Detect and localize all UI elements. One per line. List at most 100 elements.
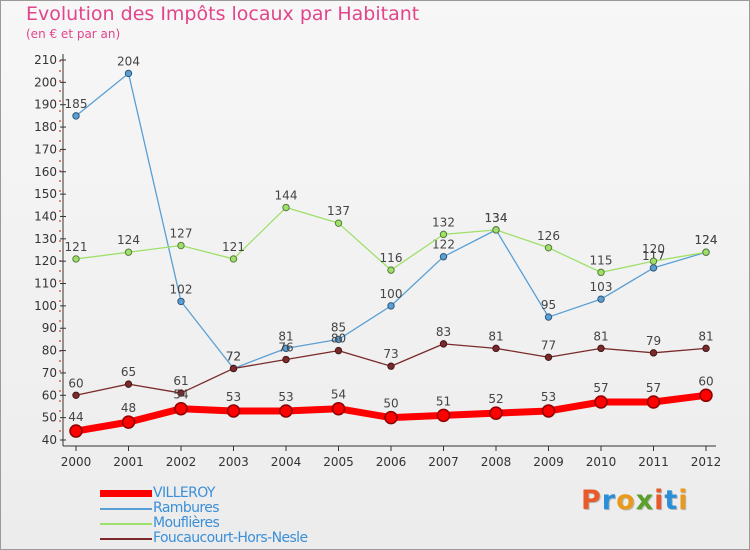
data-label-villeroy: 48 bbox=[121, 401, 136, 415]
data-point-villeroy bbox=[174, 401, 188, 416]
data-label-villeroy: 54 bbox=[173, 388, 188, 402]
data-label-villeroy: 53 bbox=[541, 390, 556, 404]
data-label-foucaucourt-hors-nesle: 72 bbox=[226, 349, 241, 363]
data-point-moufli-res bbox=[439, 230, 448, 239]
y-tick-label: 50 bbox=[42, 411, 57, 425]
logo-letter: o bbox=[616, 485, 636, 516]
logo-letter: i bbox=[678, 485, 689, 516]
data-point-moufli-res bbox=[597, 268, 605, 277]
data-point-moufli-res bbox=[544, 244, 553, 252]
data-label-moufli-res: 116 bbox=[380, 251, 403, 265]
data-label-moufli-res: 115 bbox=[590, 253, 613, 267]
data-point-foucaucourt-hors-nesle bbox=[544, 353, 553, 361]
data-point-rambures bbox=[177, 297, 185, 306]
data-label-moufli-res: 120 bbox=[642, 242, 665, 256]
data-label-foucaucourt-hors-nesle: 73 bbox=[383, 347, 398, 361]
data-label-foucaucourt-hors-nesle: 81 bbox=[593, 329, 608, 343]
data-label-moufli-res: 124 bbox=[117, 233, 140, 247]
data-point-foucaucourt-hors-nesle bbox=[124, 380, 133, 388]
data-label-foucaucourt-hors-nesle: 60 bbox=[68, 376, 83, 390]
data-label-villeroy: 53 bbox=[226, 390, 241, 404]
data-point-villeroy bbox=[489, 406, 503, 420]
x-tick-label: 2003 bbox=[218, 455, 249, 469]
x-tick-label: 2002 bbox=[166, 455, 197, 469]
x-tick-label: 2007 bbox=[428, 455, 459, 469]
data-label-rambures: 100 bbox=[380, 287, 403, 301]
data-label-villeroy: 57 bbox=[593, 381, 608, 395]
x-tick-label: 2010 bbox=[586, 455, 617, 469]
legend-swatch bbox=[100, 490, 152, 497]
data-point-foucaucourt-hors-nesle bbox=[177, 389, 185, 397]
data-label-foucaucourt-hors-nesle: 79 bbox=[646, 334, 661, 348]
data-point-villeroy bbox=[699, 388, 713, 403]
data-label-rambures: 72 bbox=[226, 349, 241, 363]
chart-title: Evolution des Impôts locaux par Habitant bbox=[26, 3, 420, 25]
y-tick-label: 180 bbox=[34, 120, 57, 134]
y-tick-label: 160 bbox=[34, 165, 57, 179]
data-label-villeroy: 60 bbox=[698, 374, 713, 388]
data-point-rambures bbox=[334, 335, 343, 344]
data-label-rambures: 124 bbox=[695, 233, 718, 247]
y-tick-label: 100 bbox=[34, 299, 57, 313]
data-point-moufli-res bbox=[387, 266, 395, 274]
data-label-rambures: 95 bbox=[541, 298, 556, 312]
data-point-rambures bbox=[72, 112, 80, 120]
data-point-moufli-res bbox=[649, 257, 658, 265]
legend-swatch bbox=[100, 508, 152, 510]
x-tick-label: 2005 bbox=[323, 455, 354, 469]
y-tick-label: 60 bbox=[42, 388, 57, 402]
x-tick-label: 2004 bbox=[271, 455, 302, 469]
data-label-villeroy: 52 bbox=[488, 392, 503, 406]
x-tick-label: 2006 bbox=[376, 455, 407, 469]
data-point-foucaucourt-hors-nesle bbox=[282, 355, 290, 364]
x-tick-label: 2011 bbox=[638, 455, 669, 469]
data-label-foucaucourt-hors-nesle: 80 bbox=[331, 332, 346, 346]
x-tick-label: 2001 bbox=[113, 455, 144, 469]
data-label-rambures: 117 bbox=[642, 249, 665, 263]
data-label-foucaucourt-hors-nesle: 81 bbox=[488, 329, 503, 343]
data-point-foucaucourt-hors-nesle bbox=[229, 364, 238, 373]
data-point-foucaucourt-hors-nesle bbox=[597, 344, 605, 353]
data-point-foucaucourt-hors-nesle bbox=[649, 349, 658, 357]
data-label-rambures: 185 bbox=[65, 97, 88, 111]
data-label-moufli-res: 126 bbox=[537, 229, 560, 243]
data-label-moufli-res: 144 bbox=[275, 189, 298, 203]
logo-letter: i bbox=[654, 485, 665, 516]
data-point-moufli-res bbox=[702, 248, 710, 256]
x-tick-label: 2008 bbox=[481, 455, 512, 469]
data-point-villeroy bbox=[541, 404, 556, 418]
data-label-rambures: 85 bbox=[331, 320, 346, 334]
data-point-foucaucourt-hors-nesle bbox=[492, 344, 500, 353]
y-tick-label: 170 bbox=[34, 142, 57, 156]
data-label-foucaucourt-hors-nesle: 83 bbox=[436, 325, 451, 339]
data-label-villeroy: 53 bbox=[278, 390, 293, 404]
y-tick-label: 210 bbox=[34, 53, 57, 67]
data-label-villeroy: 51 bbox=[436, 394, 451, 408]
series-line-rambures bbox=[75, 72, 707, 370]
data-point-villeroy bbox=[384, 410, 398, 425]
data-label-foucaucourt-hors-nesle: 77 bbox=[541, 338, 556, 352]
data-point-foucaucourt-hors-nesle bbox=[334, 346, 343, 355]
data-point-moufli-res bbox=[177, 241, 185, 250]
y-tick-label: 80 bbox=[42, 344, 57, 358]
data-point-moufli-res bbox=[124, 248, 133, 256]
logo-letter: P bbox=[581, 485, 602, 516]
data-label-rambures: 122 bbox=[432, 238, 455, 252]
y-tick-label: 40 bbox=[42, 433, 57, 447]
chart-subtitle: (en € et par an) bbox=[26, 27, 121, 41]
data-point-moufli-res bbox=[334, 219, 343, 227]
data-point-rambures bbox=[124, 69, 133, 78]
data-point-villeroy bbox=[646, 395, 661, 409]
data-label-foucaucourt-hors-nesle: 81 bbox=[698, 329, 713, 343]
y-tick-label: 140 bbox=[34, 209, 57, 223]
data-label-moufli-res: 127 bbox=[170, 227, 193, 241]
data-point-rambures bbox=[282, 344, 290, 353]
data-point-rambures bbox=[597, 295, 605, 303]
y-tick-label: 130 bbox=[34, 232, 57, 246]
y-tick-label: 150 bbox=[34, 187, 57, 201]
data-point-villeroy bbox=[121, 415, 136, 429]
y-tick-label: 120 bbox=[34, 254, 57, 268]
y-tick-label: 200 bbox=[34, 75, 57, 89]
data-point-rambures bbox=[544, 313, 553, 321]
